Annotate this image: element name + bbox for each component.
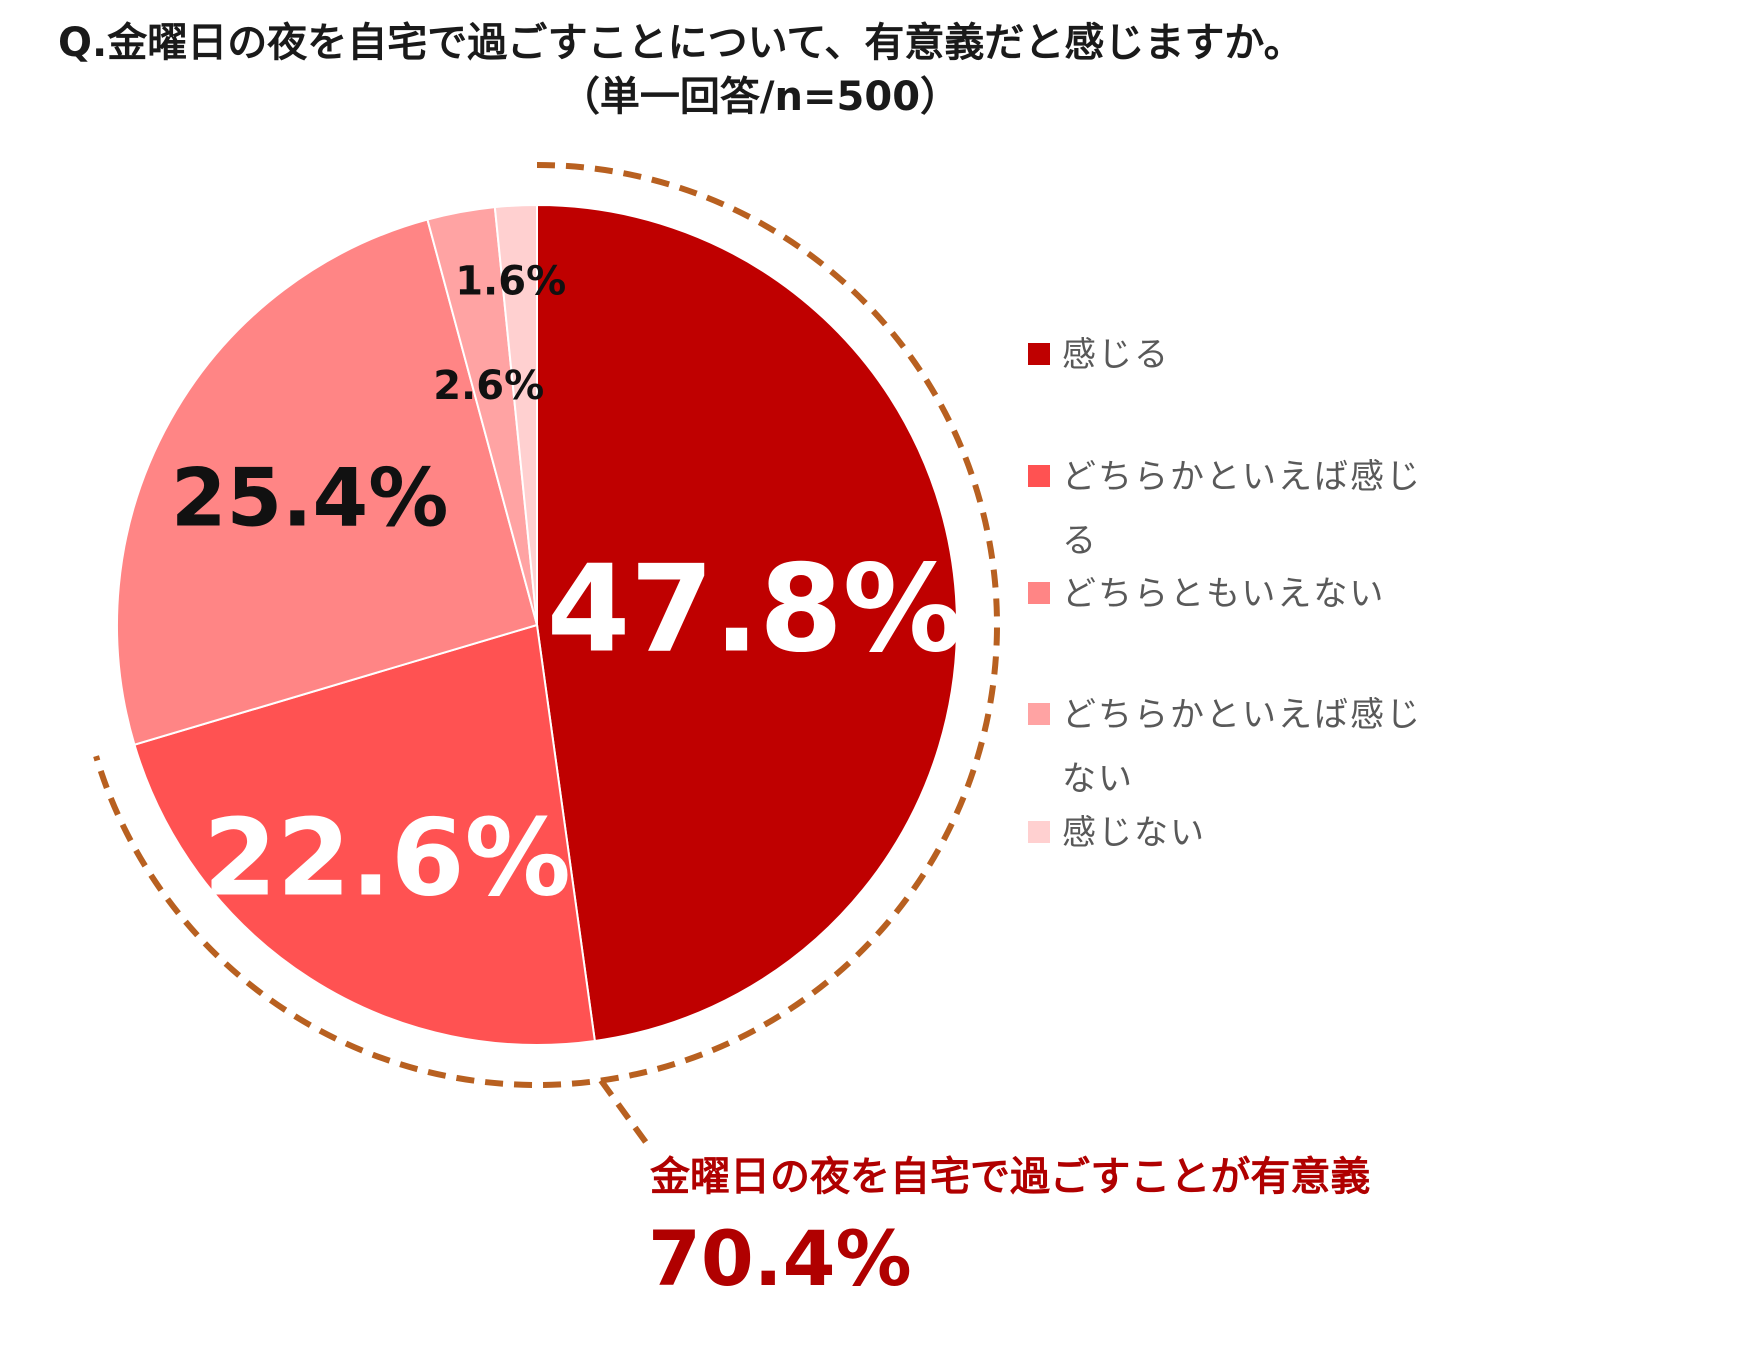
- legend-swatch-1: [1028, 343, 1050, 365]
- data-label-4: 2.6%: [433, 363, 544, 409]
- pie-slice-1: [536, 203, 958, 1043]
- chart-title-line1: Q.金曜日の夜を自宅で過ごすことについて、有意義だと感じますか。: [58, 20, 1304, 66]
- pie-slice-3: [116, 218, 539, 746]
- callout-dashed-arc: [93, 162, 1000, 1088]
- data-label-3: 25.4%: [171, 452, 449, 545]
- data-label-1: 47.8%: [547, 540, 963, 679]
- legend-label-4-cont: ない: [1062, 759, 1134, 799]
- data-label-2: 22.6%: [203, 797, 571, 920]
- pie-slice-2: [133, 623, 597, 1046]
- callout-text: 金曜日の夜を自宅で過ごすことが有意義: [649, 1154, 1370, 1200]
- pie-slices: [116, 203, 958, 1046]
- legend-label-4: どちらかといえば感じ: [1062, 695, 1422, 735]
- legend-swatch-2: [1028, 465, 1050, 487]
- legend-label-2-cont: る: [1062, 521, 1098, 561]
- callout-bracket: [93, 162, 1000, 1150]
- callout-value: 70.4%: [648, 1214, 912, 1303]
- chart-title-line2: （単一回答/n=500）: [560, 74, 960, 120]
- legend-label-3: どちらともいえない: [1062, 574, 1385, 614]
- legend-label-5: 感じない: [1062, 813, 1206, 853]
- legend-swatch-5: [1028, 821, 1050, 843]
- legend-label-1: 感じる: [1062, 335, 1170, 375]
- data-label-5: 1.6%: [455, 259, 566, 305]
- legend-label-2: どちらかといえば感じ: [1062, 457, 1422, 497]
- pie-slice-5: [493, 203, 538, 626]
- pie-data-labels: 47.8% 22.6% 25.4% 2.6% 1.6%: [171, 259, 963, 920]
- legend-swatch-4: [1028, 703, 1050, 725]
- callout-leader-line: [598, 1078, 653, 1150]
- legend-swatch-3: [1028, 582, 1050, 604]
